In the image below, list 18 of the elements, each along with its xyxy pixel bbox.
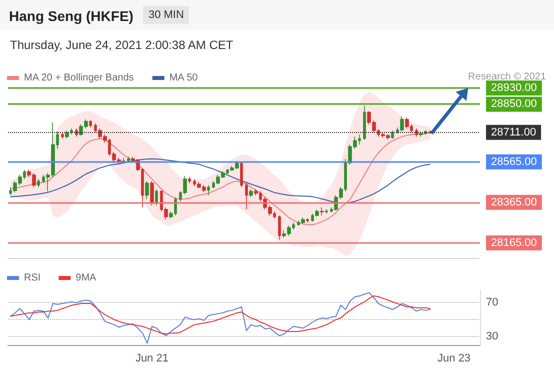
y-tick-label: 28711.00: [491, 126, 536, 138]
text: Research © 2021: [468, 72, 546, 82]
y-tick-label: 28930.00: [491, 82, 537, 94]
y-tick-label: 30: [486, 330, 498, 343]
y-tick-label: 28165.00: [491, 236, 537, 249]
legend-label: MA 50: [169, 72, 198, 84]
legend-label: RSI: [24, 272, 41, 284]
y-tick-label: 28365.00: [491, 196, 537, 208]
y-tick-label: 28850.00: [491, 98, 537, 110]
chart-subtitle: Thursday, June 24, 2021 2:00:38 AM CET: [10, 38, 234, 52]
text: 30 MIN: [143, 6, 189, 24]
y-tick-label: 70: [486, 296, 498, 309]
x-tick-label: Jun 21: [135, 352, 168, 364]
chart-title: Hang Seng (HKFE): [9, 8, 134, 24]
legend-label: MA 20 + Bollinger Bands: [24, 72, 134, 84]
y-tick-label: 28565.00: [491, 156, 537, 168]
x-tick-label: Jun 23: [438, 352, 471, 364]
legend-label: 9MA: [76, 272, 97, 284]
